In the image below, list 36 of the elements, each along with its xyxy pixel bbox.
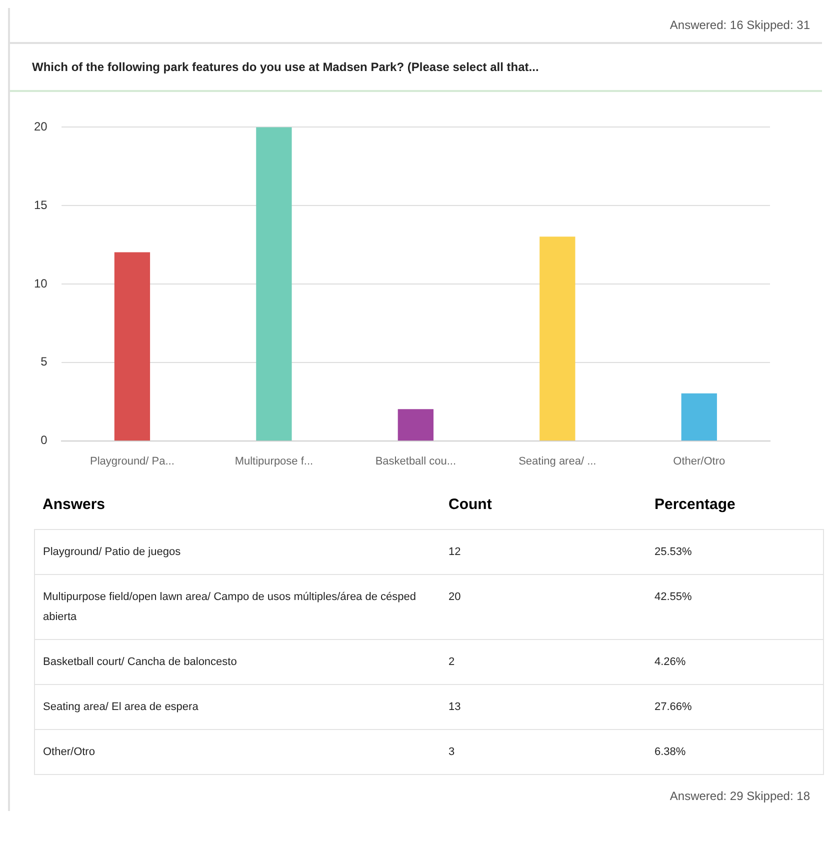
text: 6.38% (646, 730, 824, 774)
text: Answered: 16 Skipped: 31 (10, 8, 822, 44)
text: Other/Otro (34, 730, 440, 774)
y-tick-label: 15 (34, 198, 48, 212)
bar (114, 252, 150, 441)
text: Answers (42, 495, 106, 515)
text: 13 (440, 684, 646, 730)
bar (540, 236, 576, 441)
x-tick-label: Playground/ Pa... (90, 455, 174, 468)
y-tick-label: 0 (40, 433, 48, 448)
text: 2 (440, 640, 646, 684)
y-tick-label: 20 (34, 120, 48, 134)
chart-title: Which of the following park features do you use at Madsen Park? (Please select all that... (10, 44, 822, 92)
text: Count (448, 495, 493, 515)
x-tick-label: Seating area/ ... (518, 455, 596, 468)
text: 42.55% (646, 574, 824, 640)
text: 12 (440, 530, 646, 574)
bar (681, 393, 717, 441)
y-tick-label: 5 (40, 354, 48, 369)
y-tick-label: 10 (34, 276, 48, 290)
text: Answered: 29 Skipped: 18 (668, 788, 811, 805)
text: 3 (440, 730, 646, 774)
text: 4.26% (646, 640, 824, 684)
x-tick-label: Multipurpose f... (234, 455, 314, 468)
text: 25.53% (646, 530, 824, 574)
text: Multipurpose field/open lawn area/ Campo de usos múltiples/área de césped abierta (34, 574, 440, 640)
text: 20 (440, 574, 646, 640)
text: 27.66% (646, 684, 824, 730)
x-tick-label: Other/Otro (673, 455, 726, 468)
text: Seating area/ El area de espera (34, 684, 440, 730)
x-tick-label: Basketball cou... (375, 455, 456, 468)
text: Percentage (654, 495, 736, 515)
text: Basketball court/ Cancha de baloncesto (34, 640, 440, 684)
bar (256, 127, 292, 441)
bar (398, 409, 434, 441)
text: Playground/ Patio de juegos (34, 530, 440, 574)
